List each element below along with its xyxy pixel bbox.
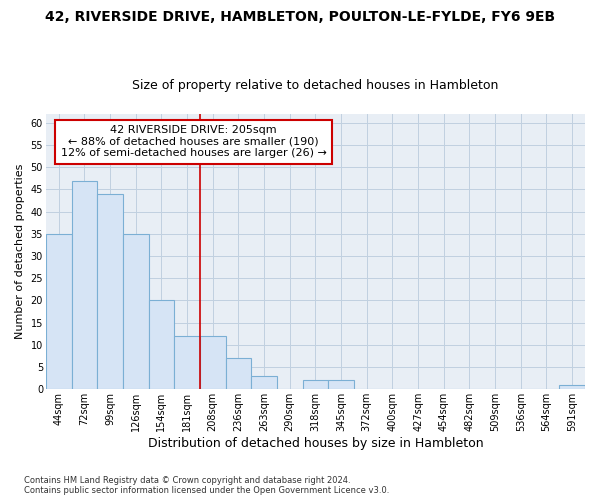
- Text: Contains HM Land Registry data © Crown copyright and database right 2024.
Contai: Contains HM Land Registry data © Crown c…: [24, 476, 389, 495]
- Text: 42 RIVERSIDE DRIVE: 205sqm
← 88% of detached houses are smaller (190)
12% of sem: 42 RIVERSIDE DRIVE: 205sqm ← 88% of deta…: [61, 125, 326, 158]
- Bar: [174, 336, 200, 390]
- Bar: [123, 234, 149, 390]
- Bar: [559, 385, 585, 390]
- Bar: [71, 180, 97, 390]
- Bar: [328, 380, 354, 390]
- Bar: [226, 358, 251, 390]
- X-axis label: Distribution of detached houses by size in Hambleton: Distribution of detached houses by size …: [148, 437, 483, 450]
- Bar: [302, 380, 328, 390]
- Bar: [200, 336, 226, 390]
- Title: Size of property relative to detached houses in Hambleton: Size of property relative to detached ho…: [132, 79, 499, 92]
- Bar: [46, 234, 71, 390]
- Y-axis label: Number of detached properties: Number of detached properties: [15, 164, 25, 340]
- Bar: [97, 194, 123, 390]
- Bar: [149, 300, 174, 390]
- Bar: [251, 376, 277, 390]
- Text: 42, RIVERSIDE DRIVE, HAMBLETON, POULTON-LE-FYLDE, FY6 9EB: 42, RIVERSIDE DRIVE, HAMBLETON, POULTON-…: [45, 10, 555, 24]
